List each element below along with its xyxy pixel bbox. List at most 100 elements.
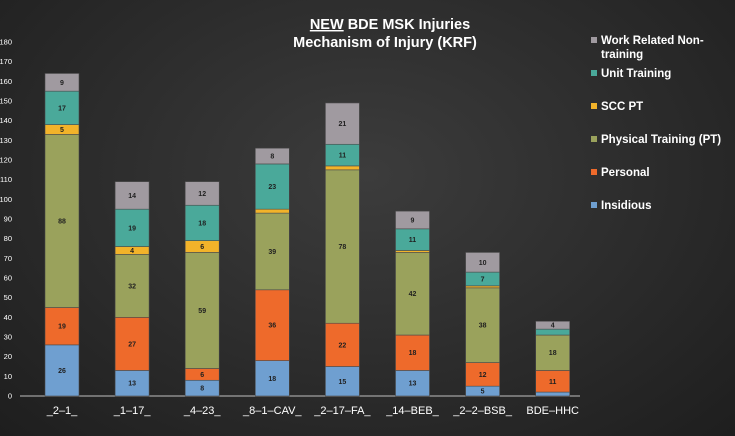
data-label: 18: [409, 350, 417, 357]
legend-swatch: [591, 70, 597, 76]
bar-segment: [325, 165, 360, 171]
legend-swatch: [591, 136, 597, 142]
bar-segment: [184, 252, 220, 369]
chart-title: NEW BDE MSK Injuries: [310, 17, 470, 33]
data-label: 23: [268, 184, 276, 191]
category-label: _4–23_: [183, 405, 222, 417]
bar-segment: [184, 204, 220, 241]
bar-segment: [44, 73, 80, 92]
y-axis-ticks: 0 10 20 30 40 50 60 70 80 90 100 110 120 130 140 150 160…: [0, 38, 12, 401]
bar-segment: [535, 334, 571, 371]
data-label: 88: [58, 218, 66, 225]
chart-title-emphasis: NEW: [310, 17, 344, 33]
legend: Work Related Non-training Unit Training SC…: [591, 35, 721, 212]
chart-subtitle: Mechanism of Injury (KRF): [293, 35, 477, 51]
data-label: 6: [200, 372, 204, 379]
bar-stacks: 2619885179132732419148659618121836392381…: [44, 73, 571, 397]
data-label: 18: [549, 350, 557, 357]
data-label: 13: [128, 381, 136, 388]
legend-label: Insidious: [601, 200, 651, 212]
category-label: _8–1–CAV_: [242, 405, 302, 417]
y-tick-label: 140: [0, 116, 12, 125]
bar-segment: [184, 181, 220, 206]
bar-segment: [325, 169, 360, 324]
data-label: 39: [268, 249, 276, 256]
category-labels: _2–1_ _1–17_ _4–23_ _8–1–CAV_ _2–17–FA_ _14–B…: [46, 405, 579, 417]
bar-segment: [325, 322, 360, 367]
category-label: BDE–HHC: [526, 405, 579, 417]
data-label: 78: [339, 244, 347, 251]
data-label: 18: [198, 220, 206, 227]
bar-segment: [114, 181, 150, 210]
data-label: 10: [479, 260, 487, 267]
data-label: 18: [268, 376, 276, 383]
legend-swatch: [591, 103, 597, 109]
chart-title-rest: BDE MSK Injuries: [344, 17, 471, 33]
category-label: _1–17_: [113, 405, 152, 417]
y-tick-label: 10: [4, 372, 12, 381]
y-tick-label: 100: [0, 195, 12, 204]
legend-swatch: [591, 37, 597, 43]
data-label: 4: [551, 323, 555, 330]
data-label: 9: [411, 217, 415, 224]
data-label: 27: [128, 341, 136, 348]
bar-segment: [114, 254, 150, 318]
y-tick-label: 120: [0, 156, 12, 165]
y-tick-label: 180: [0, 38, 12, 47]
data-label: 5: [60, 127, 64, 134]
data-label: 59: [198, 308, 206, 315]
y-tick-label: 0: [8, 392, 12, 401]
data-label: 38: [479, 323, 487, 330]
y-tick-label: 30: [4, 333, 12, 342]
bar-segment: [325, 102, 360, 145]
bar-segment: [535, 328, 571, 336]
bar-segment: [535, 320, 571, 330]
data-label: 21: [339, 121, 347, 128]
data-label: 7: [481, 276, 485, 283]
data-label: 8: [200, 386, 204, 393]
category-label: _14–BEB_: [385, 405, 439, 417]
category-label: _2–1_: [46, 405, 78, 417]
bar-segment: [255, 163, 290, 210]
data-label: 19: [58, 324, 66, 331]
data-label: 13: [409, 381, 417, 388]
y-tick-label: 80: [4, 234, 12, 243]
legend-label: SCC PT: [601, 101, 643, 113]
data-label: 36: [268, 323, 276, 330]
bar-segment: [44, 90, 80, 125]
data-label: 42: [409, 291, 417, 298]
y-tick-label: 110: [0, 175, 12, 184]
bar-segment: [395, 210, 430, 230]
bar-segment: [465, 287, 500, 363]
bar-segment: [44, 307, 80, 346]
bar-segment: [114, 208, 150, 247]
data-label: 19: [128, 225, 136, 232]
y-tick-label: 50: [4, 293, 12, 302]
data-label: 17: [58, 105, 66, 112]
bar-segment: [44, 344, 80, 397]
data-label: 22: [339, 342, 347, 349]
data-label: 15: [339, 379, 347, 386]
bar-segment: [255, 147, 290, 165]
y-tick-label: 90: [4, 215, 12, 224]
bar-segment: [325, 366, 360, 397]
data-label: 12: [479, 372, 487, 379]
bar-segment: [114, 317, 150, 371]
legend-swatch: [591, 169, 597, 175]
data-label: 26: [58, 368, 66, 375]
data-label: 5: [481, 389, 485, 396]
data-label: 8: [270, 154, 274, 161]
bar-segment: [465, 252, 500, 273]
bar-segment: [395, 252, 430, 336]
bar-segment: [255, 208, 290, 214]
data-label: 9: [60, 80, 64, 87]
y-tick-label: 170: [0, 57, 12, 66]
data-label: 32: [128, 283, 136, 290]
data-label: 14: [128, 193, 136, 200]
y-tick-label: 20: [4, 352, 12, 361]
y-tick-label: 70: [4, 254, 12, 263]
y-tick-label: 130: [0, 136, 12, 145]
y-tick-label: 40: [4, 313, 12, 322]
bar-segment: [114, 370, 150, 397]
